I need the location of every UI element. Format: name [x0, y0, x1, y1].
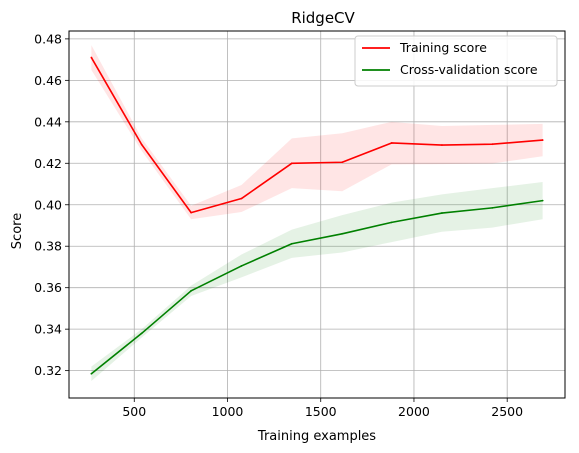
- cross-validation-score-band: [91, 181, 543, 381]
- y-tick-label: 0.38: [34, 239, 62, 254]
- x-tick-label: 2500: [491, 404, 523, 419]
- training-score-band: [91, 45, 543, 220]
- training-score-point: [90, 56, 93, 59]
- training-score-point: [390, 142, 393, 144]
- chart-title: RidgeCV: [291, 9, 355, 27]
- y-tick-label: 0.48: [34, 31, 62, 46]
- y-tick-label: 0.40: [34, 197, 62, 212]
- cross-validation-score-point: [341, 232, 344, 235]
- cross-validation-score-point: [190, 289, 193, 292]
- cross-validation-score-point: [240, 265, 243, 267]
- cross-validation-score-point: [90, 372, 93, 375]
- y-tick-label: 0.44: [34, 114, 62, 129]
- legend-label-cv: Cross-validation score: [400, 62, 538, 77]
- bands-layer: [91, 45, 543, 381]
- y-axis-label: Score: [10, 213, 25, 249]
- y-tick-label: 0.42: [34, 156, 62, 171]
- y-tick-label: 0.34: [34, 322, 62, 337]
- training-score-point: [140, 143, 143, 146]
- cross-validation-score-point: [541, 199, 544, 202]
- legend: Training score Cross-validation score: [354, 35, 558, 87]
- training-score-point: [541, 139, 544, 141]
- x-axis-label: Training examples: [257, 429, 376, 444]
- cross-validation-score-point: [290, 242, 293, 245]
- y-tick-label: 0.32: [34, 363, 62, 378]
- training-score-point: [341, 161, 344, 164]
- x-tick-label: 500: [122, 404, 146, 419]
- cross-validation-score-point: [441, 212, 443, 214]
- training-score-point: [190, 211, 193, 214]
- y-tick-label: 0.36: [34, 280, 62, 295]
- legend-box: [354, 35, 558, 87]
- training-score-point: [491, 143, 494, 146]
- ticks-layer: 500 1000 1500 2000 2500 0.32 0.34 0.36 0.38 0.40 0…: [34, 31, 523, 419]
- plot-frame: [68, 30, 566, 399]
- lines-layer: [90, 56, 544, 375]
- cross-validation-score-point: [491, 206, 494, 209]
- training-score-line: [90, 57, 543, 214]
- x-tick-label: 1500: [305, 404, 337, 419]
- x-tick-label: 2000: [398, 404, 430, 419]
- cross-validation-score-point: [140, 332, 143, 335]
- cross-validation-score-line: [90, 199, 543, 375]
- y-tick-label: 0.46: [34, 73, 62, 88]
- x-tick-label: 1000: [212, 404, 244, 419]
- training-score-point: [240, 197, 243, 200]
- legend-label-training: Training score: [399, 40, 487, 55]
- training-score-point: [441, 144, 443, 146]
- training-score-point: [290, 162, 293, 165]
- cross-validation-score-point: [390, 221, 393, 224]
